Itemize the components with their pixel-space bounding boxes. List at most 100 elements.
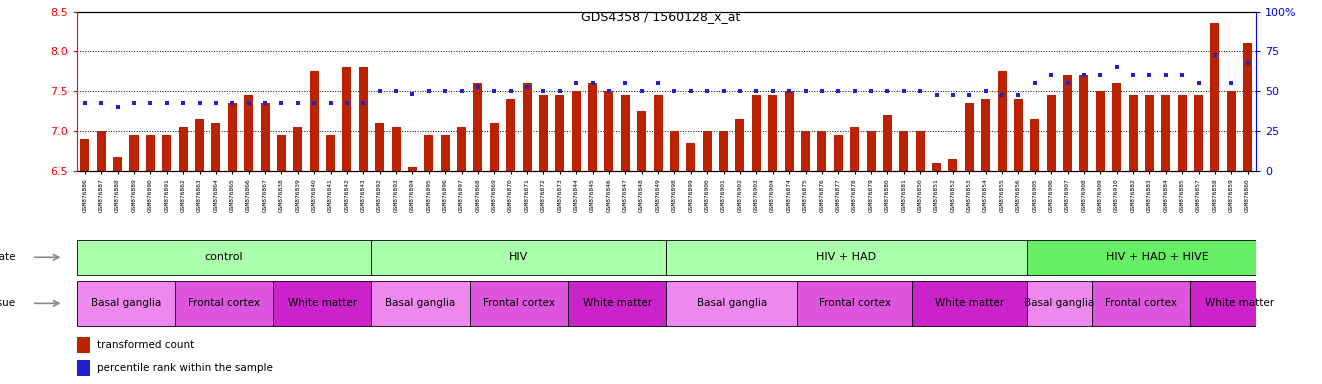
Point <box>599 88 620 94</box>
Point <box>779 88 800 94</box>
Bar <box>293 127 303 171</box>
Text: Basal ganglia: Basal ganglia <box>697 298 767 308</box>
Bar <box>1211 23 1219 171</box>
Bar <box>797 281 912 326</box>
Point <box>925 92 947 98</box>
Text: control: control <box>205 252 243 262</box>
Bar <box>391 127 401 171</box>
Bar <box>703 131 711 171</box>
Point <box>254 100 275 106</box>
Point <box>566 80 587 86</box>
Point <box>1204 52 1225 58</box>
Bar <box>883 115 892 171</box>
Bar <box>274 281 371 326</box>
Bar <box>666 281 797 326</box>
Bar <box>1047 95 1056 171</box>
Text: HIV + HAD: HIV + HAD <box>817 252 876 262</box>
Point <box>943 92 964 98</box>
Bar <box>178 127 188 171</box>
Bar <box>342 67 352 171</box>
Bar <box>752 95 761 171</box>
Bar <box>850 127 859 171</box>
Bar <box>260 103 270 171</box>
Point <box>828 88 849 94</box>
Bar <box>866 131 875 171</box>
Bar <box>145 135 155 171</box>
Point <box>763 88 784 94</box>
Point <box>861 88 882 94</box>
Bar <box>768 95 777 171</box>
Bar <box>97 131 106 171</box>
Bar <box>965 103 974 171</box>
Point <box>1188 80 1210 86</box>
Bar <box>245 95 253 171</box>
Point <box>533 88 554 94</box>
Point <box>876 88 898 94</box>
Bar <box>539 95 547 171</box>
Bar <box>637 111 646 171</box>
Bar <box>1178 95 1187 171</box>
Bar <box>175 281 274 326</box>
Bar <box>817 131 826 171</box>
Bar <box>1227 91 1236 171</box>
Bar <box>653 95 662 171</box>
Bar <box>408 167 416 171</box>
Bar <box>163 135 172 171</box>
Point <box>713 88 734 94</box>
Bar <box>670 131 680 171</box>
Bar <box>77 360 90 376</box>
Bar <box>77 337 90 353</box>
Point <box>992 92 1013 98</box>
Text: White matter: White matter <box>288 298 357 308</box>
Point <box>958 92 980 98</box>
Text: Frontal cortex: Frontal cortex <box>1105 298 1178 308</box>
Bar <box>666 240 1027 275</box>
Text: tissue: tissue <box>0 298 16 308</box>
Point <box>500 88 521 94</box>
Bar <box>469 281 568 326</box>
Bar <box>998 71 1006 171</box>
Point <box>1220 80 1241 86</box>
Bar <box>604 91 613 171</box>
Text: HIV + HAD + HIVE: HIV + HAD + HIVE <box>1107 252 1210 262</box>
Point <box>1089 72 1110 78</box>
Bar <box>81 139 90 171</box>
Point <box>91 100 112 106</box>
Point <box>123 100 144 106</box>
Point <box>976 88 997 94</box>
Bar <box>735 119 744 171</box>
Text: Basal ganglia: Basal ganglia <box>1025 298 1095 308</box>
Point <box>140 100 161 106</box>
Point <box>795 88 816 94</box>
Point <box>173 100 194 106</box>
Point <box>156 100 177 106</box>
Text: disease state: disease state <box>0 252 16 262</box>
Bar <box>568 281 666 326</box>
Point <box>1171 72 1192 78</box>
Bar <box>375 123 385 171</box>
Point <box>287 100 308 106</box>
Point <box>1073 72 1095 78</box>
Point <box>435 88 456 94</box>
Point <box>681 88 702 94</box>
Point <box>107 104 128 110</box>
Bar <box>1112 83 1121 171</box>
Bar <box>1014 99 1023 171</box>
Text: Frontal cortex: Frontal cortex <box>483 298 555 308</box>
Point <box>1155 72 1177 78</box>
Point <box>238 100 259 106</box>
Point <box>910 88 931 94</box>
Point <box>336 100 357 106</box>
Point <box>205 100 226 106</box>
Point <box>369 88 390 94</box>
Point <box>353 100 374 106</box>
Bar <box>686 143 695 171</box>
Bar <box>424 135 434 171</box>
Point <box>418 88 439 94</box>
Bar <box>801 131 810 171</box>
Bar <box>1190 281 1289 326</box>
Bar <box>490 123 498 171</box>
Point <box>894 88 915 94</box>
Bar <box>916 131 924 171</box>
Point <box>271 100 292 106</box>
